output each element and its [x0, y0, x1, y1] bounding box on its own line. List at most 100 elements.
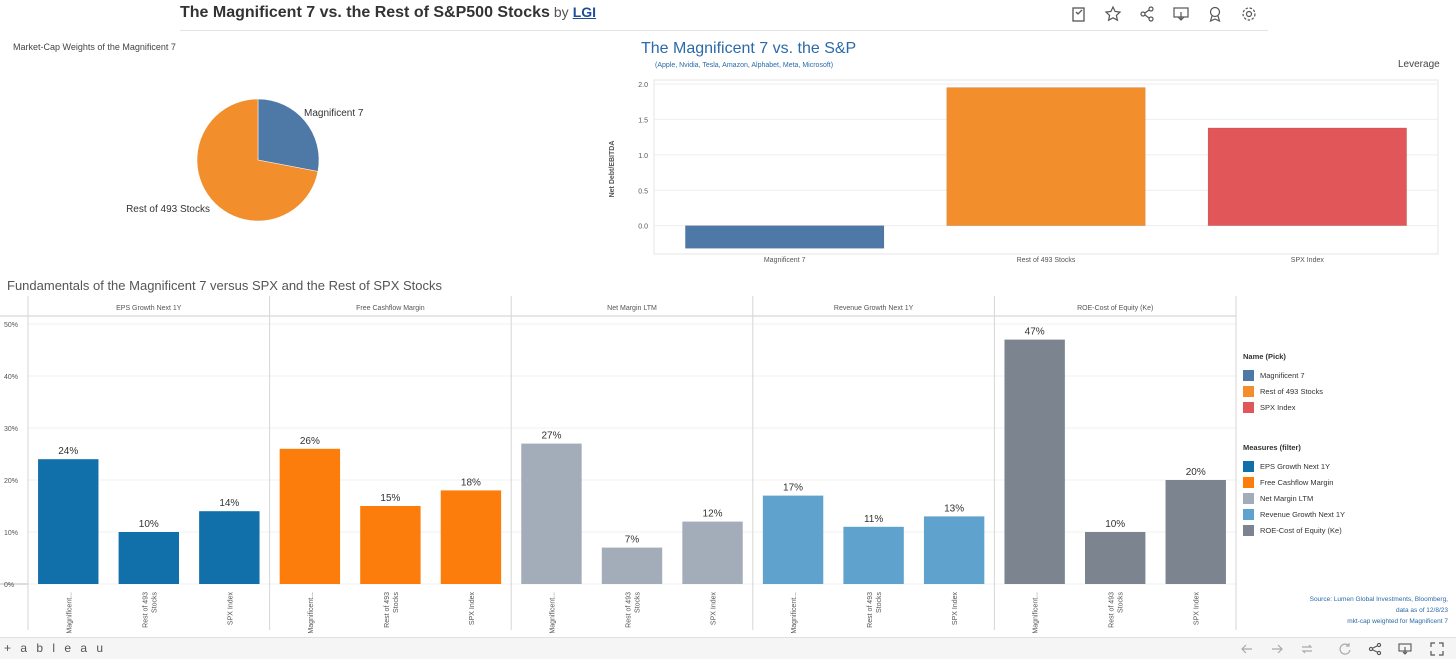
fundamentals-panel-header: Net Margin LTM — [607, 305, 657, 312]
source-line-2: data as of 12/8/23 — [1395, 607, 1448, 614]
legend-name-item-1[interactable]: Magnificent 7 — [1243, 367, 1453, 383]
fundamentals-y-tick: 0% — [4, 582, 14, 589]
settings-gear-icon[interactable] — [1238, 3, 1260, 25]
fundamentals-bar — [682, 521, 743, 584]
fundamentals-panel-header: EPS Growth Next 1Y — [116, 305, 182, 312]
fundamentals-x-tick: Rest of 493 Stocks — [142, 592, 158, 628]
fundamentals-x-tick-line: Stocks — [1118, 592, 1125, 614]
pie-chart-title: Market-Cap Weights of the Magnificent 7 — [13, 42, 176, 52]
fundamentals-x-tick-line: Stocks — [393, 592, 400, 614]
legend-name-item-2[interactable]: Rest of 493 Stocks — [1243, 383, 1453, 399]
dashboard-title-text: The Magnificent 7 vs. the Rest of S&P500… — [180, 4, 550, 21]
revert-icon[interactable] — [1298, 641, 1316, 657]
pie-slice-1 — [257, 98, 320, 172]
legend-measure-label: Net Margin LTM — [1260, 493, 1314, 503]
footer-share-icon[interactable] — [1366, 641, 1384, 657]
dashboard-header: The Magnificent 7 vs. the Rest of S&P500… — [0, 0, 1456, 30]
legend-measure-item-3[interactable]: Net Margin LTM — [1243, 490, 1453, 506]
fundamentals-bar — [843, 526, 904, 584]
fundamentals-value-label: 7% — [625, 535, 640, 546]
annotate-icon[interactable] — [1068, 3, 1090, 25]
leverage-y-axis-label: Net Debt/EBITDA — [609, 141, 616, 198]
source-line-1: Source: Lumen Global Investments, Bloomb… — [1309, 596, 1448, 603]
undo-icon[interactable] — [1238, 641, 1256, 657]
fundamentals-bar — [279, 448, 341, 584]
share-icon[interactable] — [1136, 3, 1158, 25]
fundamentals-x-tick-line: Magnificent... — [791, 592, 798, 634]
fundamentals-x-tick: Magnificent... — [549, 592, 556, 634]
tableau-logo[interactable]: + a b l e a u — [4, 641, 107, 655]
fundamentals-value-label: 18% — [461, 477, 481, 488]
leverage-y-tick: 1.0 — [638, 153, 648, 160]
fundamentals-x-tick-line: Stocks — [151, 592, 158, 614]
fundamentals-x-tick-line: Magnificent... — [1033, 592, 1040, 634]
legend-measure-swatch — [1243, 460, 1254, 472]
leverage-bar-2 — [946, 87, 1146, 226]
fundamentals-value-label: 24% — [58, 446, 78, 457]
fundamentals-value-label: 47% — [1025, 327, 1045, 338]
legend-measure-item-1[interactable]: EPS Growth Next 1Y — [1243, 458, 1453, 474]
fundamentals-bar — [521, 443, 582, 584]
fundamentals-value-label: 10% — [1105, 519, 1125, 530]
by-text: by — [553, 4, 569, 20]
fundamentals-bar — [440, 490, 502, 584]
leverage-bar-1 — [685, 225, 885, 249]
fundamentals-value-label: 11% — [864, 514, 883, 525]
legend-measure-label: Free Cashflow Margin — [1260, 477, 1334, 487]
source-line-3: mkt-cap weighted for Magnificent 7 — [1347, 618, 1448, 625]
fundamentals-x-tick-line: Magnificent... — [308, 592, 315, 634]
fundamentals-bar — [118, 532, 179, 584]
legend-name-item-3[interactable]: SPX Index — [1243, 399, 1453, 415]
leverage-y-tick: 0.0 — [638, 224, 648, 231]
legend-name-swatch — [1243, 401, 1254, 413]
fundamentals-value-label: 12% — [703, 509, 723, 520]
fundamentals-value-label: 26% — [300, 436, 320, 447]
legend-measure-item-4[interactable]: Revenue Growth Next 1Y — [1243, 506, 1453, 522]
fundamentals-title: Fundamentals of the Magnificent 7 versus… — [7, 278, 443, 293]
pie-label-2: Rest of 493 Stocks — [126, 204, 210, 215]
fullscreen-icon[interactable] — [1428, 641, 1446, 657]
fundamentals-panel-header: Free Cashflow Margin — [356, 305, 425, 312]
fundamentals-x-tick-line: SPX Index — [469, 592, 476, 626]
leverage-y-tick: 2.0 — [638, 82, 648, 89]
fundamentals-bar — [1165, 480, 1226, 584]
tableau-footer-toolbar: + a b l e a u — [0, 637, 1456, 659]
favorite-star-icon[interactable] — [1102, 3, 1124, 25]
fundamentals-x-tick: Rest of 493 Stocks — [626, 592, 642, 628]
fundamentals-value-label: 20% — [1186, 467, 1206, 478]
fundamentals-x-tick-line: SPX Index — [952, 592, 959, 626]
header-divider — [180, 30, 1268, 31]
fundamentals-panel-header: Revenue Growth Next 1Y — [834, 305, 914, 312]
download-icon[interactable] — [1170, 3, 1192, 25]
fundamentals-x-tick: Rest of 493 Stocks — [867, 592, 883, 628]
dashboard-title: The Magnificent 7 vs. the Rest of S&P500… — [180, 4, 596, 22]
legend-measure-item-2[interactable]: Free Cashflow Margin — [1243, 474, 1453, 490]
fundamentals-y-tick: 40% — [4, 374, 18, 381]
fundamentals-y-tick: 10% — [4, 530, 18, 537]
legend-name-swatch — [1243, 369, 1254, 381]
footer-download-icon[interactable] — [1396, 641, 1414, 657]
legend-measure-swatch — [1243, 508, 1254, 520]
fundamentals-x-tick-line: Magnificent... — [66, 592, 73, 634]
legend-name-swatch — [1243, 385, 1254, 397]
refresh-icon[interactable] — [1336, 641, 1354, 657]
fundamentals-y-tick: 50% — [4, 322, 18, 329]
fundamentals-bar — [762, 495, 824, 584]
fundamentals-x-tick-line: Magnificent... — [549, 592, 556, 634]
fundamentals-x-tick-line: SPX Index — [711, 592, 718, 626]
fundamentals-x-tick-line: Rest of 493 — [867, 592, 874, 628]
legend-name-label: Magnificent 7 — [1260, 370, 1305, 380]
legend-measure-item-5[interactable]: ROE-Cost of Equity (Ke) — [1243, 522, 1453, 538]
fundamentals-panel-header: ROE-Cost of Equity (Ke) — [1077, 305, 1153, 312]
badge-icon[interactable] — [1204, 3, 1226, 25]
fundamentals-value-label: 13% — [944, 503, 964, 514]
fundamentals-value-label: 17% — [783, 483, 803, 494]
fundamentals-y-tick: 30% — [4, 426, 18, 433]
author-link[interactable]: LGI — [572, 4, 597, 20]
redo-icon[interactable] — [1268, 641, 1286, 657]
legend-measures-title: Measures (filter) — [1243, 443, 1301, 452]
fundamentals-x-tick: SPX Index — [1194, 592, 1201, 626]
leverage-x-tick: Magnificent 7 — [764, 257, 806, 264]
legend-measure-label: ROE-Cost of Equity (Ke) — [1260, 525, 1342, 535]
fundamentals-bar — [360, 506, 421, 584]
